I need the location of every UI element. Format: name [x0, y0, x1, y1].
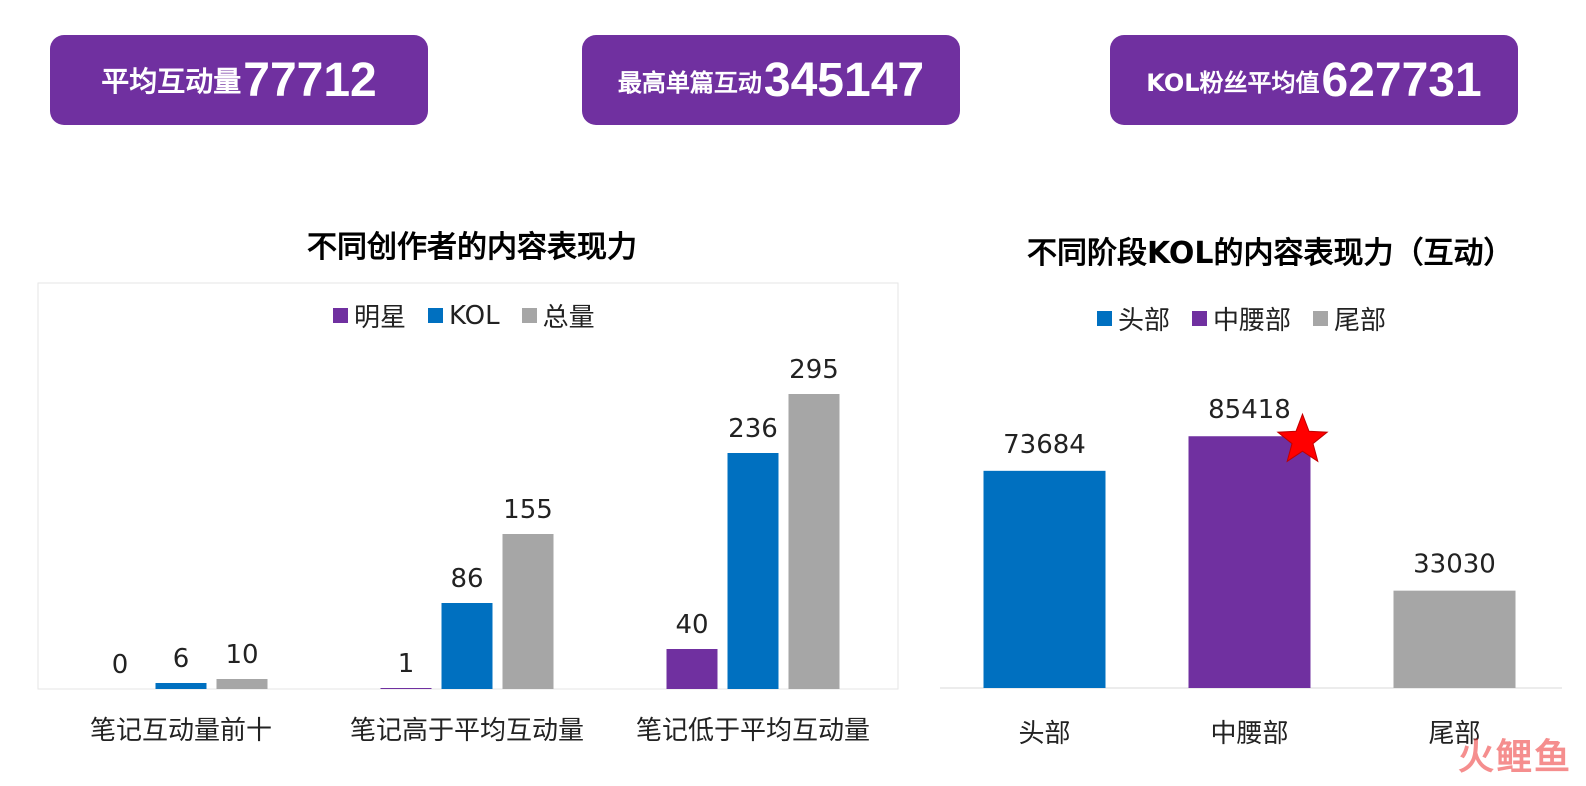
stat-badge-max: 最高单篇互动 345147 [582, 35, 960, 125]
data-label: 6 [173, 644, 190, 674]
data-label: 40 [675, 610, 708, 640]
data-label: 86 [450, 564, 483, 594]
legend-swatch [1097, 311, 1112, 326]
legend-label: KOL [449, 300, 500, 331]
data-label: 0 [112, 650, 129, 680]
bar [380, 688, 432, 689]
legend-label: 总量 [542, 303, 595, 333]
stat-label: 平均互动量 [101, 65, 242, 98]
data-label: 236 [728, 414, 778, 444]
data-label: 295 [789, 355, 839, 385]
chart-legend: 头部 中腰部 尾部 [1097, 300, 1386, 337]
legend-item: 中腰部 [1192, 300, 1291, 337]
data-label: 1 [398, 649, 415, 679]
stat-value: 345147 [763, 53, 925, 107]
data-label: 85418 [1208, 395, 1291, 425]
legend-label: 明星 [354, 303, 407, 333]
legend-swatch [1313, 311, 1329, 326]
x-tick-label: 中腰部 [1210, 719, 1288, 749]
chart-title: 不同阶段KOL的内容表现力（互动） [1027, 236, 1514, 271]
bar [1393, 590, 1516, 688]
legend-label: 尾部 [1334, 306, 1387, 336]
watermark-logo: 火鲤鱼 [1457, 737, 1572, 778]
x-tick-label: 头部 [1018, 719, 1070, 749]
bar [155, 683, 207, 689]
legend-item: 尾部 [1313, 300, 1386, 337]
stat-badge-avg: 平均互动量 77712 [50, 35, 428, 125]
legend-swatch [333, 308, 348, 323]
star-icon [1276, 412, 1329, 463]
bar [1188, 436, 1311, 688]
legend-item: 总量 [521, 297, 595, 334]
bar [727, 453, 779, 689]
data-label: 155 [503, 495, 553, 525]
stat-badge-kol-fans: KOL粉丝平均值 627731 [1110, 35, 1518, 125]
legend-label: 中腰部 [1213, 306, 1292, 336]
x-tick-label: 尾部 [1428, 719, 1480, 749]
bar [788, 394, 840, 689]
x-tick-label: 笔记高于平均互动量 [350, 716, 584, 746]
data-label: 33030 [1413, 550, 1496, 580]
chart-legend: 明星 KOL 总量 [333, 297, 595, 334]
legend-item: KOL [428, 301, 500, 331]
stat-value: 77712 [243, 53, 377, 107]
chart-title: 不同创作者的内容表现力 [307, 230, 637, 265]
chart-creators: 0 6 10 笔记互动量前十 1 86 155 笔记高于平均互动量 40 236 295 笔记低于平均… [37, 282, 899, 746]
legend-swatch [521, 308, 537, 323]
legend-label: 头部 [1118, 306, 1171, 336]
data-label: 73684 [1003, 430, 1086, 460]
bar [983, 470, 1106, 688]
legend-item: 明星 [333, 297, 406, 334]
chart-kol-stages: 73684 头部 85418 中腰部 33030 尾部 [940, 395, 1562, 749]
legend-swatch [1192, 311, 1208, 326]
stat-label: 最高单篇互动 [617, 68, 762, 97]
data-label: 10 [225, 640, 258, 670]
stat-value: 627731 [1321, 53, 1482, 107]
legend-item: 头部 [1097, 300, 1170, 337]
stat-label: KOL粉丝平均值 [1146, 68, 1320, 97]
bar [666, 649, 718, 689]
bar [216, 679, 268, 689]
x-tick-label: 笔记低于平均互动量 [636, 716, 870, 746]
legend-swatch [428, 308, 444, 323]
x-tick-label: 笔记互动量前十 [90, 716, 272, 746]
bar [502, 534, 554, 689]
bar [441, 603, 493, 689]
